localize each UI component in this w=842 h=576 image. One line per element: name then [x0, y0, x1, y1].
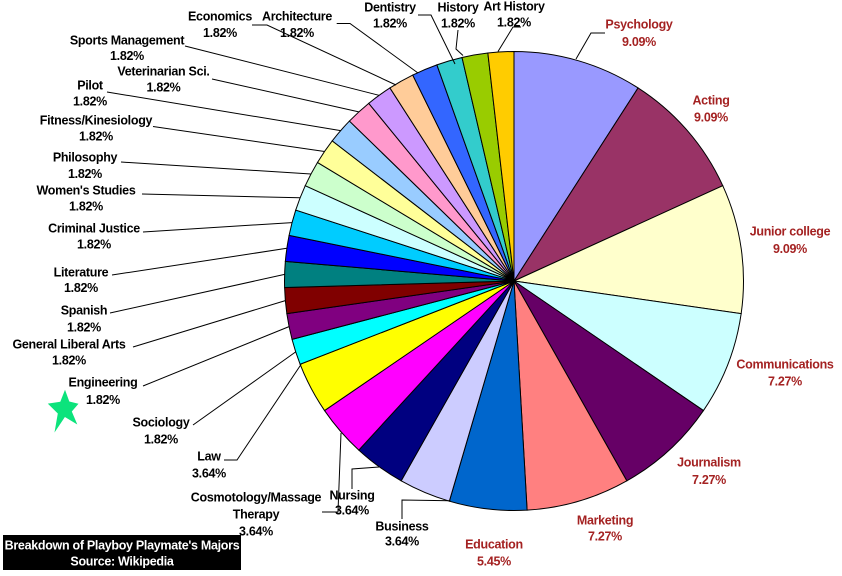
svg-text:1.82%: 1.82% [497, 16, 531, 30]
svg-text:Spanish: Spanish [61, 304, 108, 318]
svg-text:3.64%: 3.64% [335, 504, 369, 518]
svg-text:Source: Wikipedia: Source: Wikipedia [70, 555, 174, 569]
svg-text:Pilot: Pilot [77, 79, 104, 93]
svg-text:9.09%: 9.09% [694, 111, 728, 125]
svg-text:1.82%: 1.82% [144, 433, 178, 447]
svg-text:5.45%: 5.45% [477, 555, 511, 569]
svg-text:Nursing: Nursing [329, 489, 374, 503]
svg-text:1.82%: 1.82% [441, 17, 475, 31]
svg-text:Junior college: Junior college [750, 225, 831, 239]
svg-text:1.82%: 1.82% [86, 393, 120, 407]
svg-text:Women's Studies: Women's Studies [37, 184, 136, 198]
svg-text:Sports Management: Sports Management [70, 34, 186, 48]
svg-text:1.82%: 1.82% [373, 17, 407, 31]
svg-text:9.09%: 9.09% [773, 242, 807, 256]
svg-text:3.64%: 3.64% [192, 467, 226, 481]
svg-text:Art History: Art History [483, 0, 545, 14]
svg-text:1.82%: 1.82% [77, 238, 111, 252]
svg-text:3.64%: 3.64% [385, 535, 419, 549]
svg-text:9.09%: 9.09% [622, 35, 656, 49]
svg-text:Fitness/Kinesiology: Fitness/Kinesiology [40, 114, 153, 128]
svg-text:Law: Law [197, 450, 221, 464]
svg-text:1.82%: 1.82% [79, 130, 113, 144]
svg-text:Business: Business [375, 520, 429, 534]
svg-text:1.82%: 1.82% [203, 26, 237, 40]
svg-text:1.82%: 1.82% [69, 200, 103, 214]
svg-text:3.64%: 3.64% [239, 525, 273, 539]
svg-text:Engineering: Engineering [69, 376, 138, 390]
svg-text:Psychology: Psychology [605, 18, 673, 32]
svg-text:General Liberal Arts: General Liberal Arts [12, 338, 125, 352]
svg-text:Breakdown of Playboy Playmate': Breakdown of Playboy Playmate's Majors [5, 539, 240, 553]
svg-text:1.82%: 1.82% [52, 354, 86, 368]
svg-text:7.27%: 7.27% [768, 375, 802, 389]
svg-text:1.82%: 1.82% [68, 167, 102, 181]
svg-text:1.82%: 1.82% [67, 321, 101, 335]
svg-text:1.82%: 1.82% [280, 26, 314, 40]
svg-text:Architecture: Architecture [262, 10, 332, 24]
svg-text:Economics: Economics [188, 10, 252, 24]
svg-text:Education: Education [465, 538, 523, 552]
svg-text:1.82%: 1.82% [110, 49, 144, 63]
svg-text:Dentistry: Dentistry [364, 1, 416, 15]
svg-text:Journalism: Journalism [677, 456, 741, 470]
svg-text:Literature: Literature [54, 266, 109, 280]
svg-text:1.82%: 1.82% [64, 281, 98, 295]
svg-text:Criminal Justice: Criminal Justice [48, 222, 140, 236]
svg-text:1.82%: 1.82% [73, 95, 107, 109]
svg-text:Communications: Communications [736, 358, 834, 372]
svg-text:Philosophy: Philosophy [53, 151, 118, 165]
svg-text:Sociology: Sociology [132, 416, 189, 430]
svg-text:7.27%: 7.27% [692, 473, 726, 487]
svg-text:Veterinarian Sci.: Veterinarian Sci. [117, 65, 209, 79]
svg-text:History: History [438, 1, 479, 15]
svg-text:Cosmotology/Massage: Cosmotology/Massage [191, 491, 322, 505]
svg-text:1.82%: 1.82% [147, 81, 181, 95]
svg-text:7.27%: 7.27% [588, 530, 622, 544]
svg-text:Marketing: Marketing [577, 514, 633, 528]
svg-text:Acting: Acting [692, 94, 729, 108]
svg-text:Therapy: Therapy [233, 508, 280, 522]
